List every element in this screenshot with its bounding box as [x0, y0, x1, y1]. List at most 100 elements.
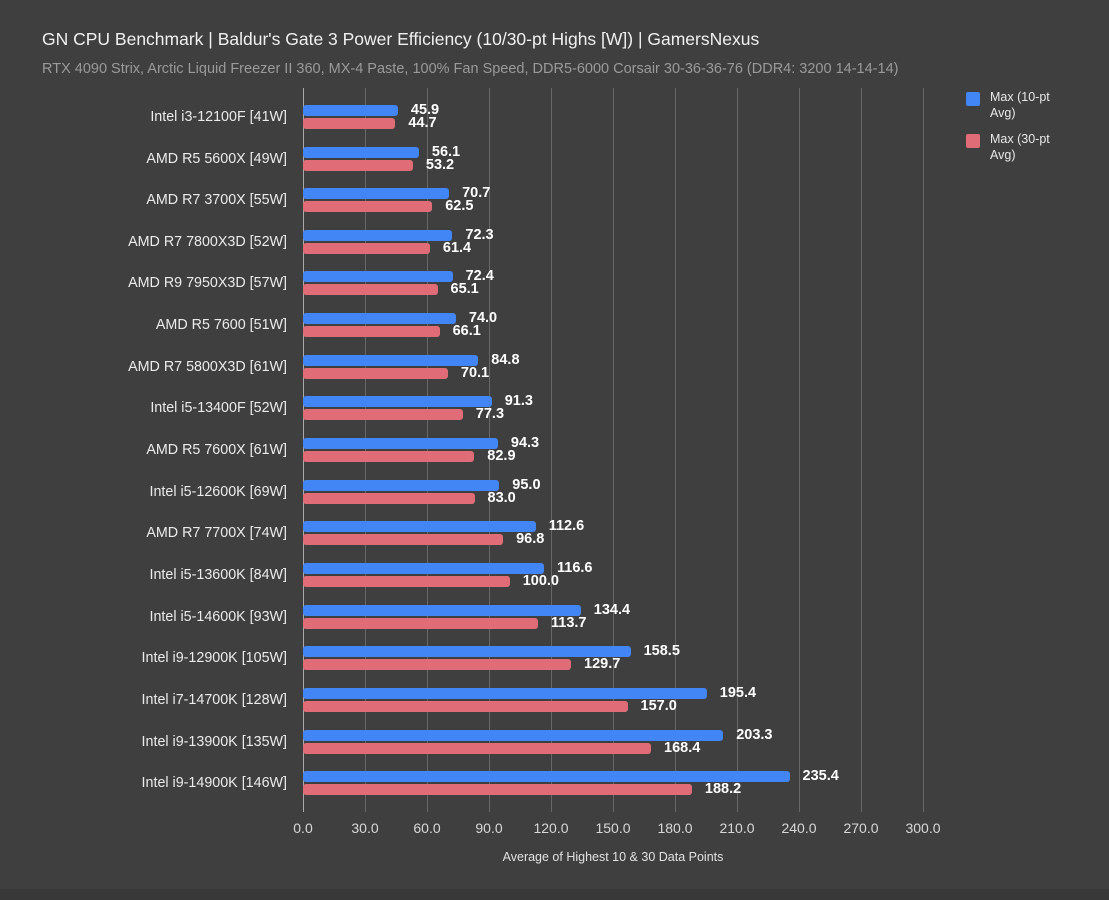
value-label: 65.1	[450, 281, 479, 298]
value-label: 91.3	[504, 393, 533, 410]
value-label: 168.4	[664, 739, 701, 756]
value-label: 74.0	[468, 310, 498, 327]
category-label: AMD R7 3700X [55W]	[146, 192, 287, 209]
value-label: 70.1	[460, 364, 490, 381]
category-axis: Intel i3-12100F [41W] AMD R5 5600X [49W] A…	[0, 88, 295, 812]
bar-max-30pt	[303, 534, 504, 546]
gridline	[489, 88, 490, 812]
category-label: Intel i9-14900K [146W]	[141, 775, 287, 792]
category-label: AMD R7 5800X3D [61W]	[128, 358, 287, 375]
plot-area: 45.9 44.7 56.1 53.2 70.7 62.5 72.3 61.4 72.4 65.1…	[303, 88, 924, 812]
gridline	[427, 88, 428, 812]
bar-max-30pt	[303, 367, 448, 379]
bar-max-10pt	[303, 313, 456, 325]
value-label: 53.2	[425, 156, 455, 173]
bar-max-10pt	[303, 771, 790, 783]
x-tick-label: 150.0	[595, 820, 631, 836]
value-label: 203.3	[736, 726, 773, 743]
bar-max-30pt	[303, 742, 651, 754]
category-label: Intel i5-12600K [69W]	[149, 483, 288, 500]
gridline	[799, 88, 800, 812]
bar-max-30pt	[303, 659, 571, 671]
x-tick-label: 210.0	[719, 820, 755, 836]
value-label: 95.0	[512, 476, 541, 493]
bar-max-30pt	[303, 201, 433, 213]
legend-label: Max (10-pt Avg)	[990, 90, 1050, 120]
category-label: Intel i3-12100F [41W]	[150, 108, 287, 125]
value-label: 72.3	[465, 226, 494, 243]
x-tick-label: 120.0	[533, 820, 569, 836]
value-label: 112.6	[548, 518, 585, 535]
bar-max-30pt	[303, 159, 413, 171]
value-label: 82.9	[487, 448, 516, 464]
bar-max-30pt	[303, 284, 438, 296]
category-label: Intel i5-13600K [84W]	[149, 566, 288, 583]
category-label: Intel i9-12900K [105W]	[141, 650, 287, 667]
category-label: Intel i7-14700K [128W]	[141, 691, 287, 708]
bar-max-10pt	[303, 354, 479, 366]
bar-max-10pt	[303, 604, 581, 616]
value-label: 44.7	[408, 114, 437, 131]
bar-max-30pt	[303, 117, 396, 129]
value-label: 134.4	[593, 601, 631, 618]
legend-swatch	[966, 134, 980, 148]
value-label: 45.9	[410, 101, 440, 118]
bar-max-10pt	[303, 229, 453, 241]
value-label: 157.0	[640, 697, 677, 714]
zero-axis-line	[303, 88, 304, 812]
legend: Max (10-pt Avg) Max (30-pt Avg)	[966, 90, 1056, 163]
value-label: 129.7	[584, 656, 621, 673]
footer-strip	[0, 889, 1109, 900]
value-label: 84.8	[491, 351, 520, 368]
legend-item: Max (10-pt Avg)	[966, 90, 1056, 121]
value-label: 62.5	[445, 198, 474, 215]
gridline	[737, 88, 738, 812]
category-label: AMD R9 7950X3D [57W]	[128, 275, 287, 292]
x-tick-label: 0.0	[293, 820, 313, 836]
value-label: 188.2	[704, 781, 742, 798]
bar-max-30pt	[303, 242, 430, 254]
legend-swatch	[966, 92, 980, 106]
bar-max-30pt	[303, 575, 510, 587]
x-axis-title: Average of Highest 10 & 30 Data Points	[502, 850, 724, 864]
gridline	[365, 88, 366, 812]
category-label: Intel i5-13400F [52W]	[150, 400, 287, 417]
chart-title: GN CPU Benchmark | Baldur's Gate 3 Power…	[42, 29, 760, 49]
value-label: 158.5	[643, 643, 680, 660]
value-label: 94.3	[510, 435, 540, 451]
x-tick-label: 300.0	[905, 820, 941, 836]
value-label: 235.4	[802, 768, 839, 785]
value-label: 83.0	[487, 489, 516, 506]
x-tick-label: 30.0	[351, 820, 379, 836]
category-label: AMD R5 7600X [61W]	[146, 442, 287, 458]
bar-max-30pt	[303, 451, 475, 462]
category-label: Intel i5-14600K [93W]	[149, 608, 288, 625]
category-label: AMD R5 7600 [51W]	[155, 317, 287, 334]
category-label: AMD R7 7800X3D [52W]	[128, 233, 287, 250]
value-label: 56.1	[431, 143, 461, 160]
value-label: 61.4	[442, 239, 472, 256]
gridline	[861, 88, 862, 812]
bar-max-10pt	[303, 562, 544, 574]
category-label: AMD R5 5600X [49W]	[146, 150, 287, 167]
gridline	[551, 88, 552, 812]
bar-max-30pt	[303, 326, 440, 338]
gridline	[675, 88, 676, 812]
x-tick-label: 180.0	[657, 820, 693, 836]
bar-max-10pt	[303, 521, 536, 533]
value-label: 72.4	[465, 268, 494, 285]
bar-max-30pt	[303, 784, 692, 796]
bar-max-10pt	[303, 104, 398, 116]
bar-max-10pt	[303, 396, 492, 408]
bar-max-10pt	[303, 271, 453, 283]
bar-max-10pt	[303, 479, 500, 491]
value-label: 116.6	[557, 559, 593, 576]
bar-max-10pt	[303, 188, 450, 200]
bar-max-10pt	[303, 646, 631, 658]
bar-max-10pt	[303, 146, 419, 158]
x-tick-label: 240.0	[781, 820, 817, 836]
value-label: 195.4	[719, 684, 757, 701]
bar-max-30pt	[303, 700, 628, 712]
value-label: 70.7	[462, 185, 491, 202]
